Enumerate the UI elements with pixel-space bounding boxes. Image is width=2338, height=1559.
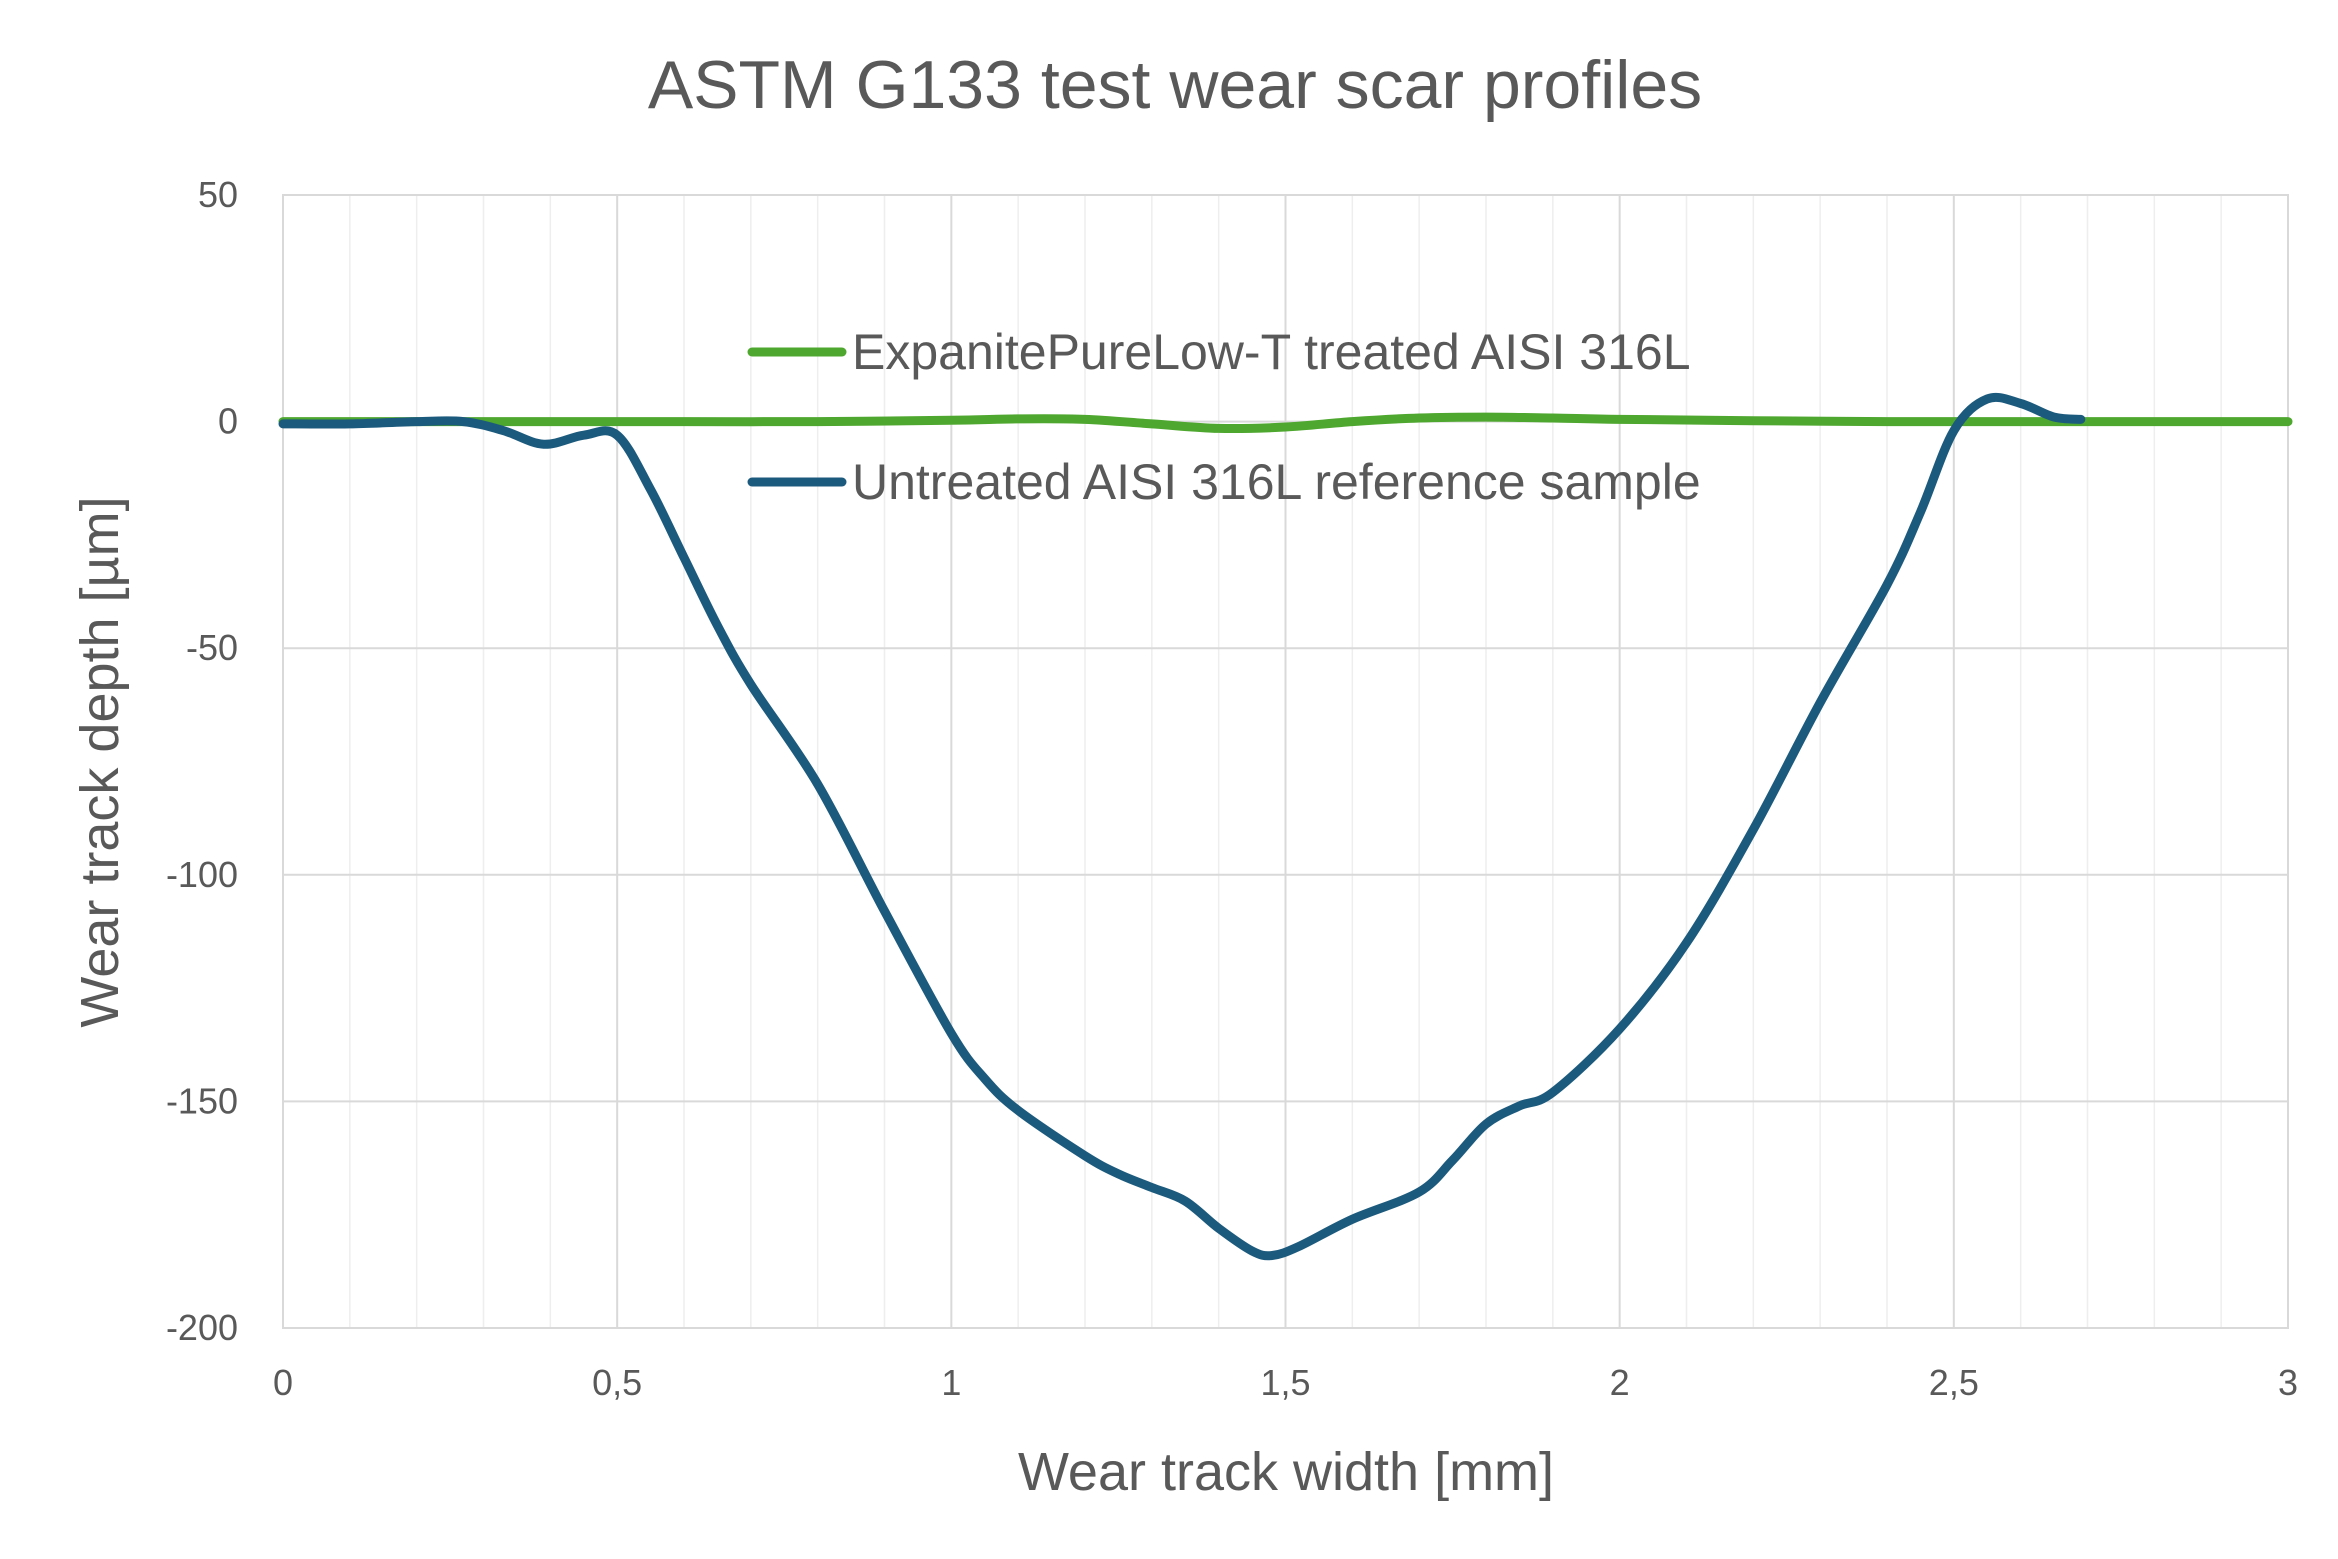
- x-tick-label: 2,5: [1929, 1362, 1979, 1403]
- y-tick-label: -150: [166, 1080, 238, 1121]
- series-layer: [278, 392, 2293, 1261]
- series-line-1: [278, 412, 2293, 434]
- y-tick-label: -50: [186, 627, 238, 668]
- plot-area: [282, 194, 2289, 1329]
- minor-gridlines: [349, 195, 2222, 1328]
- legend-label: ExpanitePureLow-T treated AISI 316L: [852, 324, 1691, 380]
- x-tick-label: 0,5: [592, 1362, 642, 1403]
- y-tick-label: -100: [166, 854, 238, 895]
- y-tick-label: 0: [218, 401, 238, 442]
- x-tick-label: 2: [1610, 1362, 1630, 1403]
- legend: ExpanitePureLow-T treated AISI 316L Untre…: [747, 324, 1701, 510]
- x-tick-label: 3: [2278, 1362, 2298, 1403]
- x-tick-label: 0: [273, 1362, 293, 1403]
- legend-label: Untreated AISI 316L reference sample: [852, 454, 1701, 510]
- chart-title: ASTM G133 test wear scar profiles: [648, 47, 1702, 123]
- x-tick-label: 1,5: [1260, 1362, 1310, 1403]
- y-tick-labels: 50 0 -50 -100 -150 -200: [166, 174, 238, 1348]
- y-tick-label: -200: [166, 1307, 238, 1348]
- x-tick-label: 1: [941, 1362, 961, 1403]
- x-tick-labels: 0 0,5 1 1,5 2 2,5 3: [273, 1362, 2298, 1403]
- y-tick-label: 50: [198, 174, 238, 215]
- y-axis-title: Wear track depth [µm]: [70, 496, 130, 1027]
- x-axis-title: Wear track width [mm]: [1018, 1442, 1554, 1502]
- series-line-2: [278, 392, 2086, 1261]
